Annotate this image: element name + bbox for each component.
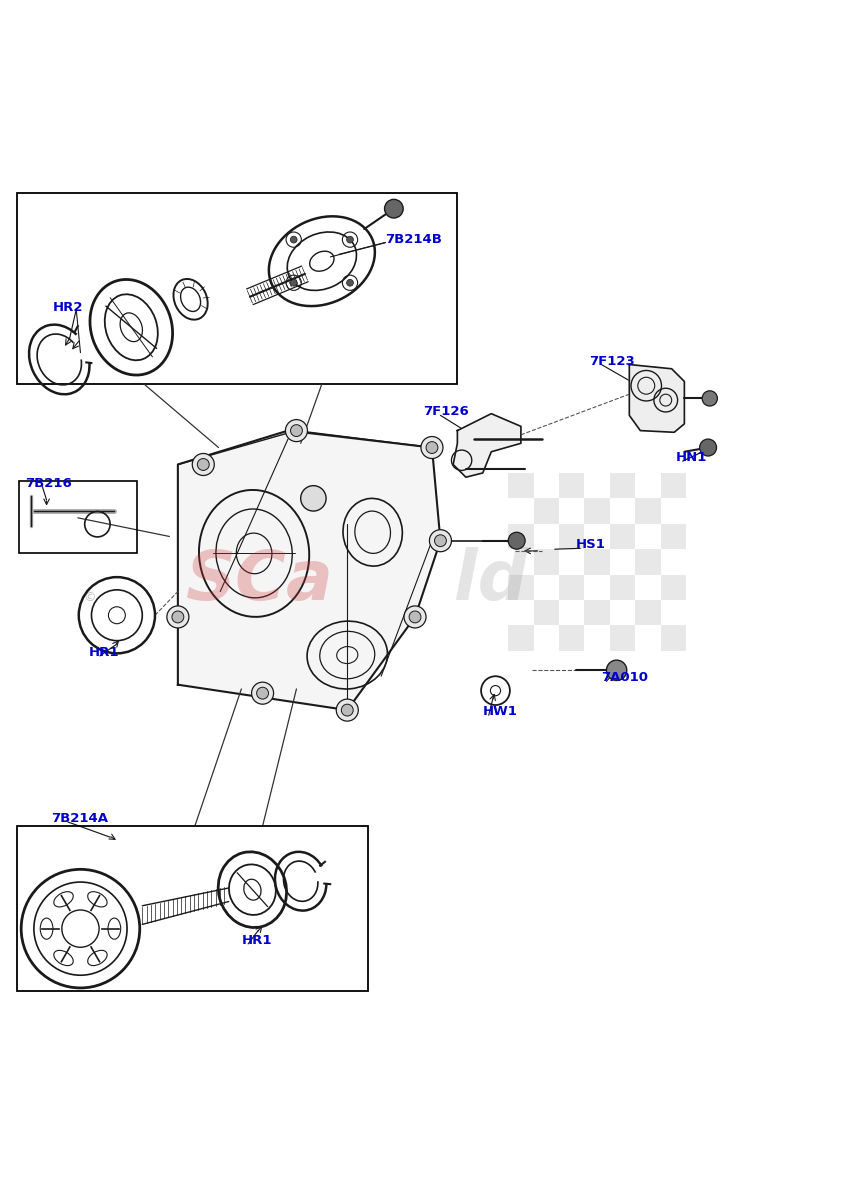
Bar — [559, 600, 584, 625]
Circle shape — [429, 529, 451, 552]
Circle shape — [508, 533, 525, 550]
Polygon shape — [629, 365, 684, 432]
Bar — [508, 498, 534, 523]
Bar — [584, 625, 610, 650]
Circle shape — [426, 442, 438, 454]
Bar — [508, 473, 534, 498]
Text: 7B214A: 7B214A — [51, 812, 108, 826]
Bar — [584, 600, 610, 625]
Text: 7B214B: 7B214B — [385, 233, 442, 246]
Circle shape — [385, 199, 403, 218]
Bar — [559, 575, 584, 600]
Bar — [610, 473, 635, 498]
Text: ld: ld — [381, 547, 528, 614]
Bar — [508, 523, 534, 550]
Bar — [534, 523, 559, 550]
Bar — [635, 625, 661, 650]
Bar — [635, 498, 661, 523]
Circle shape — [409, 611, 421, 623]
Bar — [508, 625, 534, 650]
Bar — [610, 498, 635, 523]
Bar — [534, 550, 559, 575]
Bar — [508, 600, 534, 625]
Bar — [635, 473, 661, 498]
Bar — [635, 575, 661, 600]
Circle shape — [421, 437, 443, 458]
Bar — [584, 550, 610, 575]
Circle shape — [404, 606, 426, 628]
Text: 7F123: 7F123 — [589, 355, 634, 367]
Bar — [508, 550, 534, 575]
Bar — [661, 575, 686, 600]
Bar — [584, 523, 610, 550]
Bar — [17, 826, 368, 991]
Bar — [661, 498, 686, 523]
Circle shape — [291, 425, 302, 437]
Circle shape — [435, 535, 446, 547]
Bar — [661, 523, 686, 550]
Bar — [534, 575, 559, 600]
Text: ©: © — [83, 590, 96, 604]
Text: 7B216: 7B216 — [25, 476, 72, 490]
Circle shape — [192, 454, 214, 475]
Text: SCa: SCa — [186, 547, 335, 614]
Circle shape — [341, 704, 353, 716]
Bar — [635, 600, 661, 625]
Bar — [508, 575, 534, 600]
Bar — [584, 575, 610, 600]
Bar — [610, 550, 635, 575]
Bar — [559, 523, 584, 550]
Circle shape — [197, 458, 209, 470]
Circle shape — [346, 236, 353, 244]
Text: 7F126: 7F126 — [424, 406, 469, 419]
Circle shape — [167, 606, 189, 628]
Bar — [17, 193, 457, 384]
Circle shape — [291, 236, 297, 244]
Bar — [610, 523, 635, 550]
Bar — [534, 600, 559, 625]
Text: HS1: HS1 — [576, 539, 606, 552]
Bar — [559, 550, 584, 575]
Bar — [610, 575, 635, 600]
Circle shape — [702, 391, 717, 406]
Text: 7A010: 7A010 — [601, 672, 648, 684]
Bar — [661, 550, 686, 575]
Circle shape — [301, 486, 326, 511]
Polygon shape — [453, 414, 521, 478]
Bar — [661, 473, 686, 498]
Bar — [635, 523, 661, 550]
Bar — [610, 625, 635, 650]
Circle shape — [700, 439, 717, 456]
Text: HN1: HN1 — [676, 451, 707, 464]
Bar — [635, 550, 661, 575]
Circle shape — [257, 688, 268, 700]
Bar — [584, 473, 610, 498]
Bar — [559, 473, 584, 498]
Circle shape — [252, 682, 274, 704]
Circle shape — [336, 700, 358, 721]
Bar — [534, 498, 559, 523]
Circle shape — [606, 660, 627, 680]
Text: HR1: HR1 — [89, 646, 119, 659]
Bar — [610, 600, 635, 625]
Polygon shape — [178, 431, 440, 710]
Circle shape — [285, 420, 307, 442]
Bar — [559, 498, 584, 523]
Bar — [534, 625, 559, 650]
Bar — [661, 600, 686, 625]
Bar — [559, 625, 584, 650]
Bar — [584, 498, 610, 523]
Circle shape — [346, 280, 353, 286]
Bar — [534, 473, 559, 498]
Text: HR2: HR2 — [53, 301, 83, 314]
Circle shape — [172, 611, 184, 623]
Bar — [661, 625, 686, 650]
Circle shape — [291, 280, 297, 286]
Text: HR1: HR1 — [241, 934, 272, 947]
Text: HW1: HW1 — [483, 706, 518, 719]
Bar — [19, 481, 137, 553]
